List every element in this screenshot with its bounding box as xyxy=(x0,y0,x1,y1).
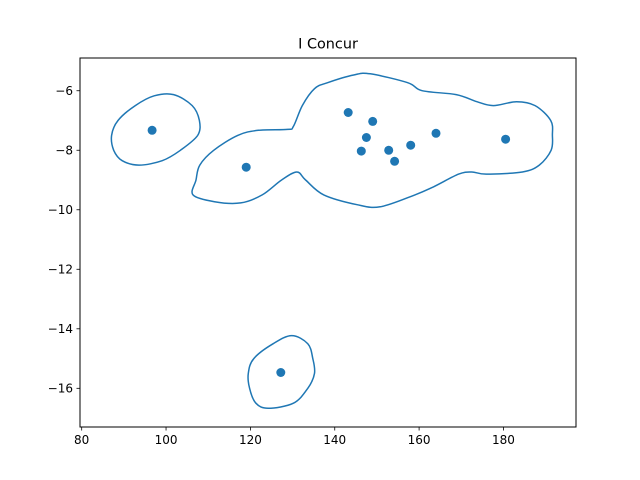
data-point-3 xyxy=(276,368,286,377)
x-tick-label: 80 xyxy=(74,433,89,447)
y-tick-label: −12 xyxy=(48,262,73,276)
y-tick-label: −8 xyxy=(55,143,73,157)
data-point-5 xyxy=(356,146,366,156)
data-point-4 xyxy=(343,108,353,117)
x-tick-label: 160 xyxy=(408,433,431,447)
data-point-10 xyxy=(406,140,416,150)
data-point-1 xyxy=(147,125,157,135)
data-point-8 xyxy=(384,145,394,155)
x-tick-label: 120 xyxy=(239,433,262,447)
contour-2 xyxy=(191,72,554,209)
x-tick-label: 140 xyxy=(323,433,346,447)
x-tick-label: 180 xyxy=(492,433,515,447)
data-point-11 xyxy=(431,128,441,138)
points-layer xyxy=(147,108,511,377)
y-axis-ticks: −16 −14 −12 −10 −8 −6 xyxy=(48,84,80,396)
x-tick-label: 100 xyxy=(155,433,178,447)
y-tick-label: −16 xyxy=(48,382,73,396)
plot-frame xyxy=(79,57,577,428)
contours-layer xyxy=(110,72,554,410)
data-point-12 xyxy=(501,134,511,144)
y-tick-label: −10 xyxy=(48,203,73,217)
data-point-2 xyxy=(241,162,251,172)
contour-1 xyxy=(110,93,201,166)
data-point-7 xyxy=(368,116,378,126)
y-tick-label: −6 xyxy=(55,84,73,98)
data-point-6 xyxy=(361,133,371,142)
contour-3 xyxy=(247,334,316,410)
x-axis-ticks: 80 100 120 140 160 180 xyxy=(74,427,515,447)
y-tick-label: −14 xyxy=(48,322,73,336)
data-point-9 xyxy=(390,156,400,166)
chart-title: I Concur xyxy=(298,37,358,53)
